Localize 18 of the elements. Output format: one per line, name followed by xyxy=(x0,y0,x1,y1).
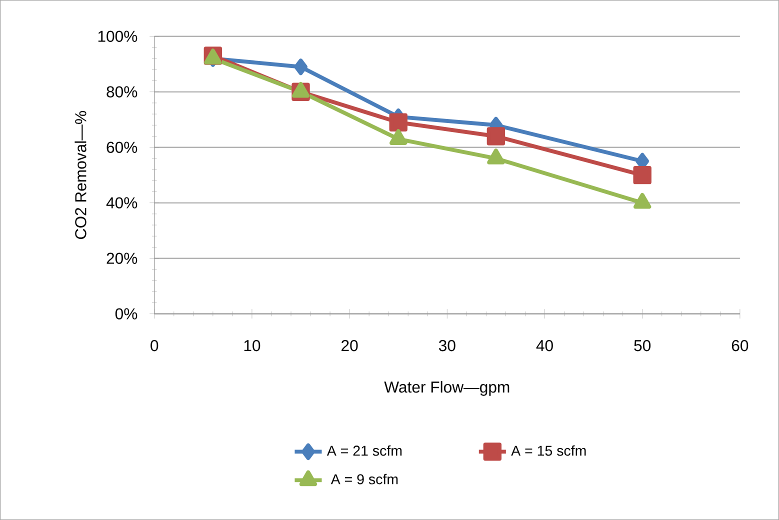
y-tick-label: 100% xyxy=(98,30,138,42)
x-tick-label: 20 xyxy=(342,340,358,352)
legend-label: A = 21 scfm xyxy=(326,445,402,456)
x-tick-label: 40 xyxy=(536,340,553,352)
y-tick-label: 40% xyxy=(106,197,138,208)
y-tick-label: 20% xyxy=(106,252,138,264)
legend-label: A = 9 scfm xyxy=(330,474,398,484)
x-tick-label: 60 xyxy=(732,340,748,352)
legend-label: A = 15 scfm xyxy=(511,445,586,456)
y-axis-title: CO2 Removal—% xyxy=(74,110,86,239)
y-tick-label: 0% xyxy=(115,308,138,320)
y-tick-label: 80% xyxy=(106,86,138,98)
y-tick-label: 60% xyxy=(106,142,138,153)
x-tick-label: 10 xyxy=(244,340,260,352)
x-tick-label: 50 xyxy=(634,340,651,352)
x-axis-title: Water Flow—gpm xyxy=(384,381,510,396)
x-tick-label: 0 xyxy=(150,340,158,352)
x-tick-label: 30 xyxy=(438,340,456,352)
